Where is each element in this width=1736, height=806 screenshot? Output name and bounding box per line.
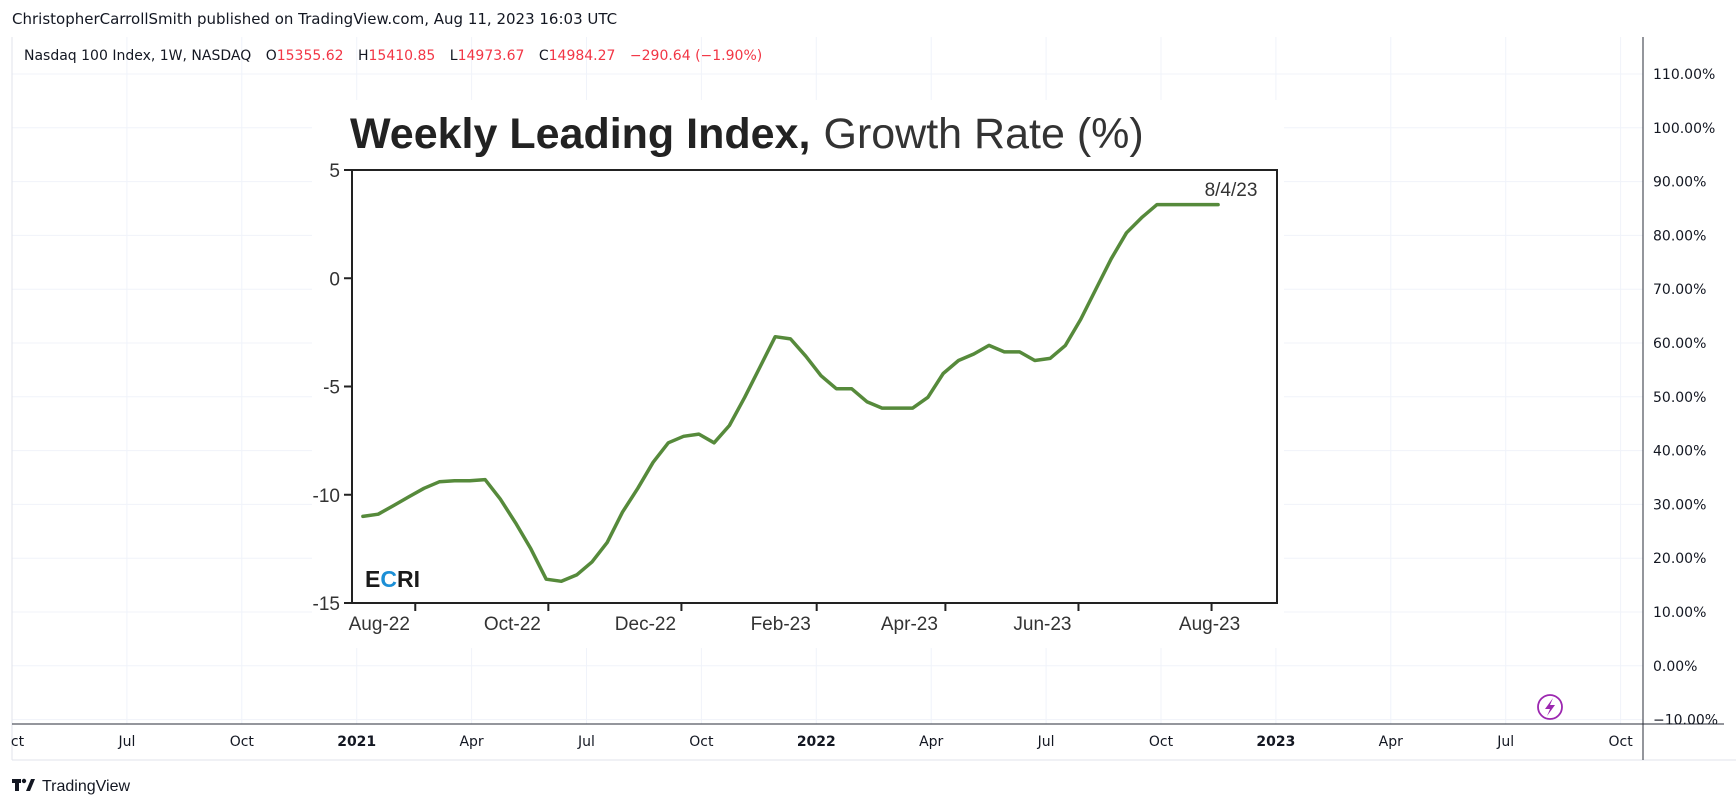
latest-date-annotation: 8/4/23 — [1205, 180, 1258, 201]
ecri-x-tick-label: Oct-22 — [484, 614, 541, 635]
time-axis-label: 2021 — [337, 734, 376, 750]
close-label: C — [539, 48, 549, 64]
price-axis-label: −10.00% — [1653, 713, 1718, 729]
ecri-x-axis: Aug-22 Oct-22 Dec-22 Feb-23 Apr-23 Jun-23 Aug-… — [349, 603, 1240, 635]
tradingview-logo-icon — [12, 778, 35, 791]
open-value: 15355.62 — [277, 48, 344, 64]
change-value: −290.64 (−1.90%) — [630, 48, 762, 64]
price-axis-label: 70.00% — [1653, 282, 1706, 298]
close-value: 14984.27 — [549, 48, 616, 64]
ecri-image-background — [312, 100, 1284, 648]
price-axis-label: 100.00% — [1653, 121, 1715, 137]
price-axis-label: 90.00% — [1653, 175, 1706, 191]
lightning-bolt-icon[interactable] — [1537, 694, 1563, 720]
low-value: 14973.67 — [458, 48, 525, 64]
time-axis-label: 2023 — [1256, 734, 1295, 750]
price-axis-label: 50.00% — [1653, 390, 1706, 406]
high-value: 15410.85 — [369, 48, 436, 64]
wli-data-points — [362, 204, 1219, 582]
time-axis-label: Apr — [459, 734, 483, 750]
open-label: O — [266, 48, 277, 64]
price-axis-label: 20.00% — [1653, 551, 1706, 567]
ecri-y-tick-label: -5 — [323, 378, 340, 399]
ecri-x-tick-label: Aug-23 — [1179, 614, 1240, 635]
ecri-y-tick-label: 5 — [329, 161, 340, 182]
svg-text:ECRI: ECRI — [365, 566, 420, 592]
ecri-y-tick-label: 0 — [329, 269, 340, 290]
chart-pane-frame — [11, 37, 1736, 761]
price-axis-label: 60.00% — [1653, 336, 1706, 352]
ecri-y-tick-label: -15 — [313, 594, 340, 615]
time-axis-label: Oct — [689, 734, 714, 750]
time-axis-label: Oct — [1608, 734, 1633, 750]
symbol-description: Nasdaq 100 Index, 1W, NASDAQ — [24, 48, 251, 64]
price-axis-label: 110.00% — [1653, 67, 1715, 83]
ecri-x-tick-label: Aug-22 — [349, 614, 410, 635]
price-axis-label: 80.00% — [1653, 228, 1706, 244]
time-axis[interactable]: Oct Jul Oct 2021 Apr Jul Oct 2022 Apr Jul Oct 2023 A… — [0, 728, 1633, 754]
time-axis-label: 2022 — [797, 734, 836, 750]
ecri-x-tick-label: Dec-22 — [615, 614, 676, 635]
ecri-chart-image: Weekly Leading Index, Growth Rate (%) 5 0… — [312, 100, 1284, 648]
tradingview-brand[interactable]: TradingView — [12, 778, 130, 795]
high-label: H — [358, 48, 369, 64]
ecri-y-axis: 5 0 -5 -10 -15 — [313, 161, 352, 615]
time-axis-label: Oct — [230, 734, 255, 750]
low-label: L — [450, 48, 458, 64]
brand-name: TradingView — [42, 778, 130, 795]
price-axis-label: 30.00% — [1653, 497, 1706, 513]
time-axis-label: Apr — [919, 734, 943, 750]
ecri-x-tick-label: Jun-23 — [1013, 614, 1071, 635]
ecri-y-tick-label: -10 — [313, 486, 340, 507]
ecri-x-tick-label: Apr-23 — [881, 614, 938, 635]
time-axis-label: Jul — [1037, 734, 1055, 750]
time-axis-label: Jul — [1496, 734, 1514, 750]
time-axis-label: Oct — [1149, 734, 1174, 750]
price-axis-label: 0.00% — [1653, 659, 1697, 675]
symbol-legend: Nasdaq 100 Index, 1W, NASDAQ O15355.62 H… — [24, 48, 762, 64]
price-axis[interactable]: 110.00% 100.00% 90.00% 80.00% 70.00% 60.00% 50… — [1653, 67, 1718, 729]
publisher-line: ChristopherCarrollSmith published on Tra… — [12, 10, 617, 28]
price-axis-label: 40.00% — [1653, 444, 1706, 460]
time-axis-label: Jul — [117, 734, 135, 750]
svg-text:Nasdaq 100 Index, 1W, NASDAQ: Nasdaq 100 Index, 1W, NASDAQ O15355.62 H… — [24, 48, 762, 64]
ecri-chart-title: Weekly Leading Index, Growth Rate (%) — [350, 110, 1144, 158]
time-axis-label: Jul — [577, 734, 595, 750]
ecri-x-tick-label: Feb-23 — [751, 614, 811, 635]
price-axis-label: 10.00% — [1653, 605, 1706, 621]
time-axis-label: Apr — [1379, 734, 1403, 750]
ecri-logo: ECRI — [365, 566, 420, 592]
